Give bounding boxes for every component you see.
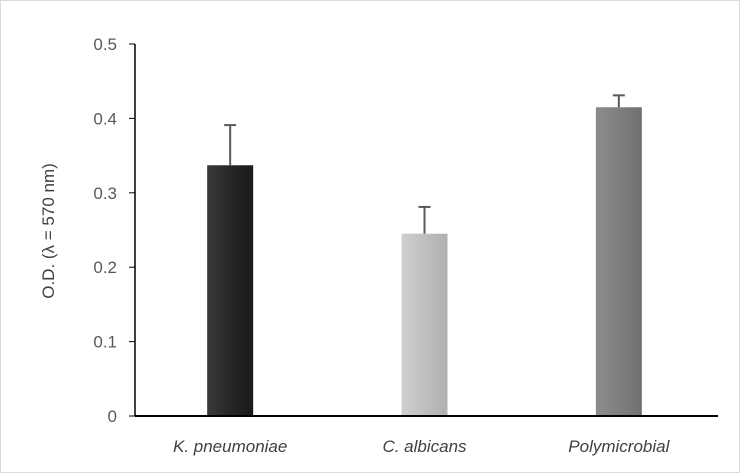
y-tick-label: 0.2 (93, 258, 117, 277)
y-tick-label: 0.1 (93, 333, 117, 352)
y-tick-label: 0.4 (93, 109, 117, 128)
category-label: K. pneumoniae (173, 437, 287, 456)
error-bars (224, 94, 625, 234)
y-tick-label: 0.5 (93, 35, 117, 54)
bar (207, 165, 254, 416)
y-tick-label: 0 (108, 407, 117, 426)
y-tick-label: 0.3 (93, 184, 117, 203)
category-label: Polymicrobial (568, 437, 670, 456)
category-labels: K. pneumoniae C. albicans Polymicrobial (173, 437, 671, 456)
bars (207, 107, 642, 417)
axes (134, 44, 718, 417)
y-axis-ticks: 0 0.1 0.2 0.3 0.4 0.5 (93, 35, 135, 426)
y-axis-title: O.D. (λ = 570 nm) (39, 163, 58, 299)
category-label: C. albicans (382, 437, 467, 456)
bar (401, 233, 448, 416)
bar (595, 107, 642, 417)
